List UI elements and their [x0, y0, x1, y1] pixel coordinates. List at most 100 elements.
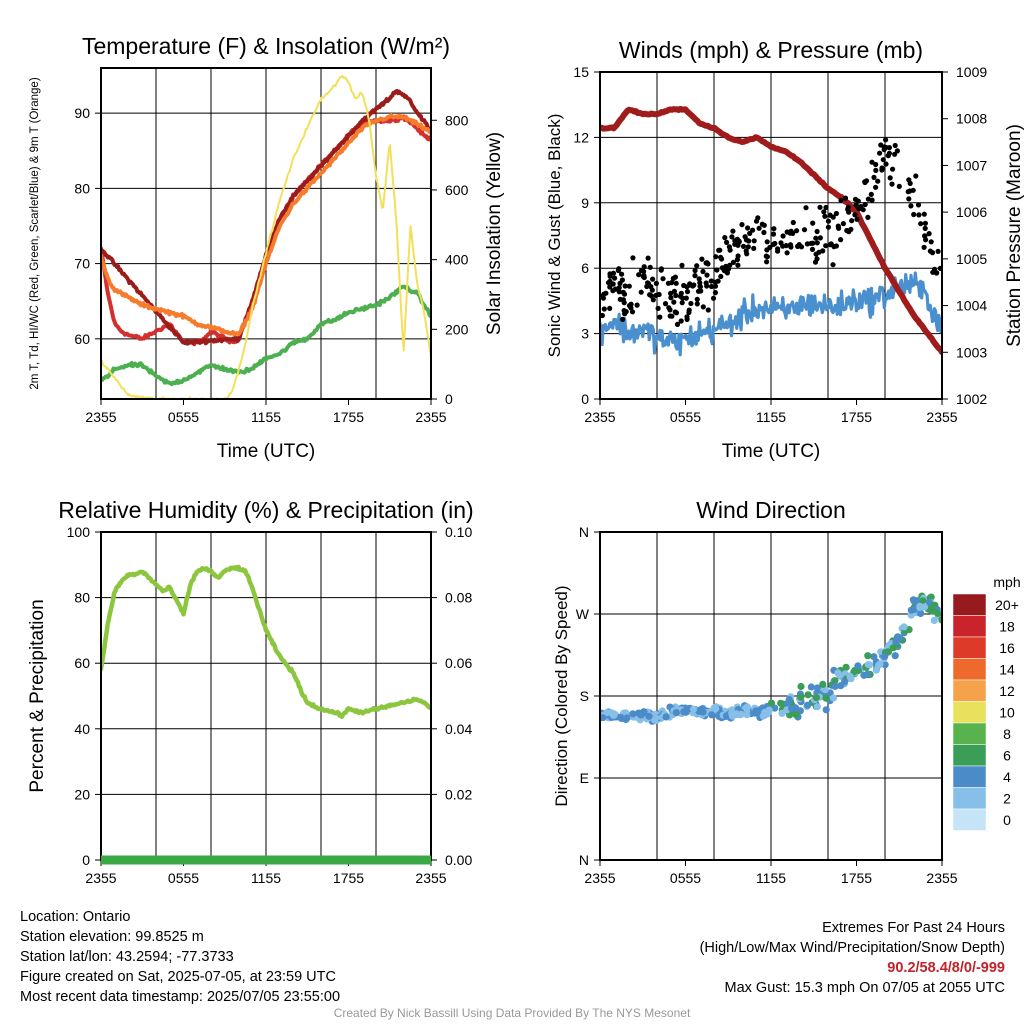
direction-point	[609, 711, 618, 719]
y-tick-label: 70	[74, 256, 90, 272]
gust-point	[727, 247, 733, 253]
location-text: Location: Ontario	[20, 909, 131, 925]
gust-point	[922, 225, 928, 231]
direction-point	[881, 653, 889, 661]
gust-point	[873, 184, 879, 190]
direction-point	[778, 709, 786, 718]
elevation-text: Station elevation: 99.8525 m	[20, 929, 204, 945]
gust-point	[883, 144, 889, 150]
y-tick-label: 0	[82, 852, 90, 868]
gust-point	[873, 161, 879, 168]
direction-point	[916, 602, 924, 611]
y-tick-label: 60	[74, 655, 90, 671]
y2-tick-label: 1009	[956, 64, 987, 80]
gust-point	[854, 216, 860, 222]
direction-point	[891, 652, 899, 660]
gust-point	[906, 196, 912, 202]
speed-colorbar: mph 20+ 18 16 14 12 10 8 6 4 2 0	[952, 574, 1021, 831]
gust-point	[697, 284, 704, 290]
gust-point	[623, 309, 629, 315]
gust-point	[784, 250, 790, 256]
direction-point	[672, 709, 680, 717]
gust-point	[887, 175, 893, 181]
direction-point	[741, 704, 750, 712]
gust-point	[921, 244, 927, 250]
gust-point	[724, 239, 730, 245]
gust-point	[607, 273, 613, 279]
direction-point	[797, 693, 805, 701]
colorbar-label: 10	[999, 704, 1015, 720]
gust-point	[873, 167, 879, 173]
x-tick-label: 0555	[670, 870, 701, 886]
direction-point	[792, 711, 800, 719]
gust-point	[739, 222, 745, 228]
direction-point	[881, 661, 889, 669]
gust-point	[622, 283, 628, 289]
gust-point	[822, 213, 828, 219]
gust-point	[713, 254, 719, 260]
direction-point	[812, 694, 821, 702]
gust-point	[880, 157, 886, 163]
gust-point	[679, 300, 685, 306]
gust-point	[653, 280, 660, 286]
gust-point	[641, 264, 647, 270]
panel-3: 0 20 40 60 80 100 0.00 0.02 0.04 0.06 0.08 0.10 2355…	[27, 524, 472, 886]
x-axis-label: Time (UTC)	[217, 441, 316, 462]
y-tick-label: N	[579, 852, 589, 868]
max-gust-text: Max Gust: 15.3 mph On 07/05 at 2055 UTC	[724, 980, 1005, 996]
y-tick-label: 80	[74, 180, 90, 196]
y2-tick-label: 600	[445, 182, 469, 198]
y-tick-label: 80	[74, 590, 90, 606]
gust-point	[673, 292, 679, 299]
gust-point	[830, 214, 836, 220]
direction-point	[819, 680, 827, 689]
direction-point	[889, 644, 897, 652]
gust-point	[937, 265, 942, 271]
gust-point	[717, 247, 723, 253]
gust-point	[600, 312, 605, 319]
gust-point	[814, 256, 820, 262]
gust-point	[817, 235, 823, 241]
gust-point	[650, 297, 656, 303]
gust-point	[804, 241, 811, 247]
panel-1: 60 70 80 90 0 200 400 600 800 2355 0555 1155 1755 235…	[29, 67, 505, 462]
extremes-panel: Extremes For Past 24 Hours (High/Low/Max…	[700, 918, 1005, 998]
gust-point	[808, 240, 814, 246]
x-tick-label: 1755	[333, 409, 364, 425]
gust-point	[734, 236, 740, 242]
y2-tick-label: 400	[445, 252, 469, 268]
y-tick-label: 3	[581, 326, 589, 342]
gust-point	[833, 210, 840, 217]
gust-point	[705, 307, 711, 313]
direction-point	[930, 616, 938, 625]
direction-point	[822, 694, 830, 702]
colorbar-label: 2	[1003, 790, 1011, 806]
y-tick-label: 40	[74, 721, 90, 737]
gust-point	[648, 293, 655, 299]
station-info: Location: Ontario Station elevation: 99.…	[20, 907, 340, 1007]
series-line-td	[101, 284, 431, 387]
colorbar-swatch	[952, 701, 987, 724]
y-tick-label: 60	[74, 331, 90, 347]
gust-point	[751, 238, 757, 244]
gust-point	[788, 228, 794, 234]
gust-point	[678, 318, 684, 324]
gust-point	[684, 289, 691, 295]
colorbar-swatch	[952, 636, 987, 659]
direction-point	[797, 682, 805, 691]
y2-tick-label: 0	[445, 391, 453, 407]
gust-point	[795, 243, 801, 249]
gust-point	[883, 161, 889, 167]
gust-point	[929, 250, 936, 256]
gust-point	[612, 275, 618, 281]
gust-point	[691, 282, 697, 288]
gust-point	[694, 296, 700, 302]
gust-point	[692, 273, 698, 279]
colorbar-swatch	[952, 593, 987, 616]
colorbar-label: 14	[999, 661, 1015, 677]
x-tick-label: 2355	[85, 409, 116, 425]
direction-point	[864, 661, 872, 669]
series-line-solar	[101, 74, 431, 399]
gust-point	[721, 267, 727, 273]
gust-point	[729, 234, 735, 240]
